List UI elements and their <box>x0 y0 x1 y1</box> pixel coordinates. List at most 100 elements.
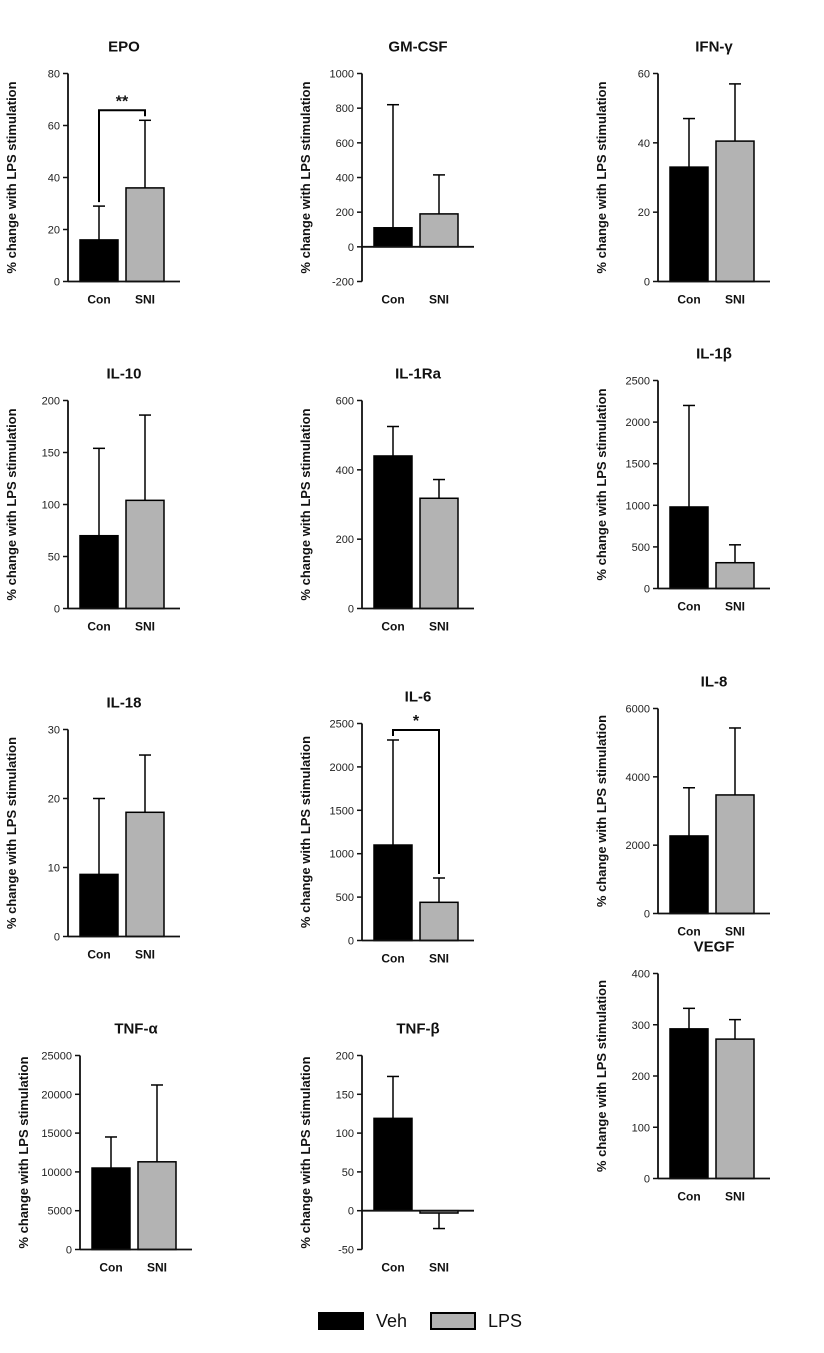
legend-item-lps: LPS <box>430 1310 522 1332</box>
x-tick-label: SNI <box>429 952 449 966</box>
y-tick-label: 6000 <box>626 704 650 716</box>
x-tick-label: SNI <box>147 1261 167 1275</box>
y-axis-label: % change with LPS stimulation <box>594 388 609 580</box>
chart-gm-csf: GM-CSF % change with LPS stimulation -200 0… <box>298 39 474 307</box>
y-tick-label: 40 <box>638 138 650 150</box>
bar-con <box>669 1028 709 1180</box>
y-tick-label: 300 <box>632 1020 650 1032</box>
y-tick-label: 0 <box>644 277 650 289</box>
y-tick-label: 2000 <box>626 417 650 429</box>
significance-label: ** <box>116 93 129 110</box>
chart-title: IL-8 <box>701 674 728 691</box>
bar-con <box>79 534 119 610</box>
y-tick-label: 200 <box>632 1071 650 1083</box>
chart-vegf: VEGF % change with LPS stimulation 0 100 200… <box>594 939 770 1204</box>
x-tick-label: Con <box>381 952 404 966</box>
x-tick-label: SNI <box>725 600 745 614</box>
chart-title: TNF-β <box>396 1021 439 1038</box>
x-tick-label: SNI <box>429 620 449 634</box>
chart-title: IL-1β <box>696 346 732 363</box>
y-tick-label: 0 <box>66 1245 72 1257</box>
legend-label-lps: LPS <box>488 1310 523 1331</box>
x-tick-label: Con <box>99 1261 122 1275</box>
y-tick-label: 60 <box>638 69 650 81</box>
y-tick-label: 400 <box>336 465 354 477</box>
y-tick-label: 2000 <box>330 762 354 774</box>
y-tick-label: 40 <box>48 173 60 185</box>
bar-sni <box>125 499 165 610</box>
bar-sni <box>715 140 755 283</box>
chart-tnf: TNF-β % change with LPS stimulation -50 0 50… <box>298 1021 474 1275</box>
y-tick-label: 200 <box>42 396 60 408</box>
y-tick-label: 1500 <box>626 459 650 471</box>
y-tick-label: 200 <box>336 1051 354 1063</box>
y-axis-label: % change with LPS stimulation <box>298 408 313 600</box>
bar-con <box>373 1117 413 1212</box>
x-tick-label: SNI <box>429 1261 449 1275</box>
y-tick-label: 100 <box>632 1122 650 1134</box>
bar-con <box>373 844 413 942</box>
chart-il-8: IL-8 % change with LPS stimulation 0 2000 40… <box>594 674 770 939</box>
y-tick-label: 400 <box>632 969 650 981</box>
y-axis-label: % change with LPS stimulation <box>298 1056 313 1248</box>
bar-sni <box>715 794 755 915</box>
y-tick-label: 500 <box>632 542 650 554</box>
bar-con <box>669 166 709 283</box>
bar-con <box>373 227 413 248</box>
legend: Veh LPS <box>0 1300 824 1340</box>
chart-title: IL-10 <box>106 366 141 383</box>
bar-con <box>79 239 119 283</box>
bar-con <box>669 506 709 590</box>
y-tick-label: 20 <box>48 225 60 237</box>
y-tick-label: 50 <box>48 552 60 564</box>
chart-title: VEGF <box>694 939 735 956</box>
chart-title: IFN-γ <box>695 39 733 56</box>
y-axis-label: % change with LPS stimulation <box>4 408 19 600</box>
y-tick-label: 10 <box>48 863 60 875</box>
y-tick-label: 2500 <box>330 719 354 731</box>
bar-sni <box>125 811 165 938</box>
bar-con <box>373 455 413 610</box>
chart-title: EPO <box>108 39 140 56</box>
x-tick-label: SNI <box>725 925 745 939</box>
x-tick-label: Con <box>381 620 404 634</box>
y-axis-label: % change with LPS stimulation <box>594 81 609 273</box>
y-tick-label: 150 <box>42 448 60 460</box>
chart-title: TNF-α <box>114 1021 158 1038</box>
significance-bracket <box>392 728 440 875</box>
x-tick-label: SNI <box>135 948 155 962</box>
legend-swatch-lps <box>430 1312 476 1330</box>
y-tick-label: 80 <box>48 69 60 81</box>
chart-il-1: IL-1β % change with LPS stimulation 0 500 10… <box>594 346 770 614</box>
bar-sni <box>419 213 459 248</box>
y-tick-label: 2500 <box>626 376 650 388</box>
bar-con <box>91 1167 131 1251</box>
legend-swatch-veh <box>318 1312 364 1330</box>
y-tick-label: 200 <box>336 207 354 219</box>
x-tick-label: Con <box>381 1261 404 1275</box>
y-tick-label: 0 <box>348 604 354 616</box>
y-tick-label: 20 <box>638 207 650 219</box>
y-tick-label: 0 <box>54 277 60 289</box>
y-tick-label: 600 <box>336 396 354 408</box>
bar-sni <box>715 1038 755 1180</box>
y-tick-label: 100 <box>42 500 60 512</box>
chart-tnf: TNF-α % change with LPS stimulation 0 5000 1… <box>16 1021 192 1275</box>
y-axis-label: % change with LPS stimulation <box>594 715 609 907</box>
chart-title: GM-CSF <box>388 39 447 56</box>
y-tick-label: 2000 <box>626 840 650 852</box>
y-tick-label: 1000 <box>626 500 650 512</box>
y-tick-label: 0 <box>348 242 354 254</box>
y-tick-label: 10000 <box>41 1167 72 1179</box>
significance-bracket <box>98 109 146 203</box>
y-tick-label: 60 <box>48 121 60 133</box>
y-axis-label: % change with LPS stimulation <box>16 1056 31 1248</box>
x-tick-label: SNI <box>135 293 155 307</box>
y-tick-label: 0 <box>644 584 650 596</box>
y-tick-label: 1000 <box>330 69 354 81</box>
y-tick-label: 400 <box>336 173 354 185</box>
y-tick-label: 600 <box>336 138 354 150</box>
y-tick-label: 20 <box>48 794 60 806</box>
x-tick-label: Con <box>87 293 110 307</box>
y-tick-label: 0 <box>348 1206 354 1218</box>
